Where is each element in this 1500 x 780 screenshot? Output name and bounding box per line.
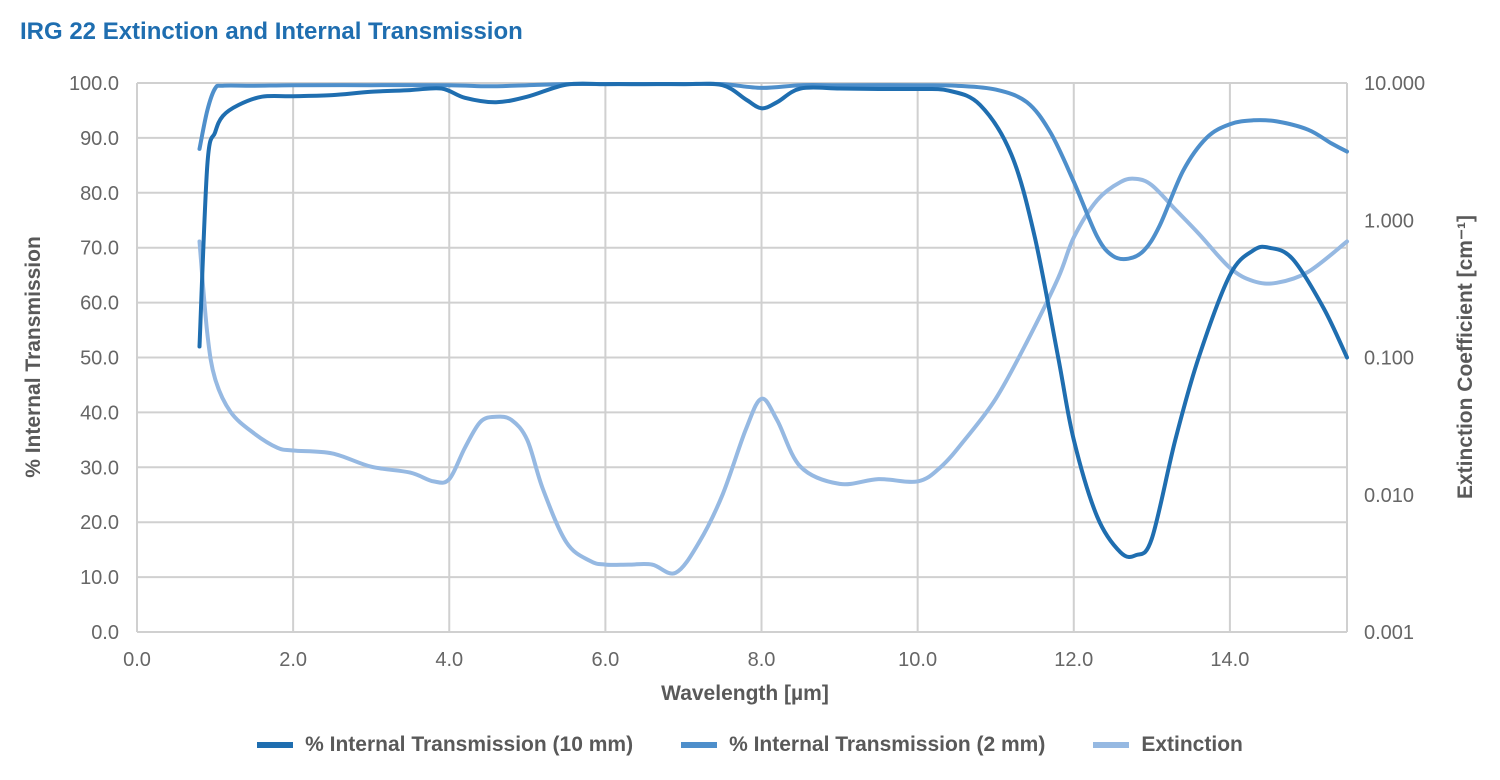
left-y-tick-label: 80.0 [80, 183, 119, 205]
series-lines [197, 81, 1349, 576]
right-y-axis-label: Extinction Coefficient [cm⁻¹] [1454, 215, 1477, 499]
right-y-tick-label: 10.000 [1364, 73, 1425, 95]
left-y-axis-ticks: 0.0 10.0 20.0 30.0 40.0 50.0 60.0 70.0 80.0 90.0 1… [69, 73, 119, 644]
left-y-tick-label: 70.0 [80, 238, 119, 260]
legend: % Internal Transmission (10 mm) % Interna… [0, 733, 1500, 757]
left-y-tick-label: 50.0 [80, 348, 119, 370]
left-y-tick-label: 40.0 [80, 402, 119, 424]
x-tick-label: 14.0 [1210, 649, 1249, 671]
chart-title: IRG 22 Extinction and Internal Transmiss… [20, 18, 523, 45]
legend-item: % Internal Transmission (2 mm) [681, 733, 1045, 757]
right-y-tick-label: 0.100 [1364, 348, 1414, 370]
x-axis-ticks: 0.0 2.0 4.0 6.0 8.0 10.0 12.0 14.0 [123, 649, 1249, 671]
x-tick-label: 2.0 [279, 649, 307, 671]
x-tick-label: 12.0 [1054, 649, 1093, 671]
series-line-internal-transmission-2-mm [197, 81, 1349, 262]
right-y-tick-label: 0.010 [1364, 485, 1414, 507]
left-y-tick-label: 30.0 [80, 457, 119, 479]
legend-swatch [257, 742, 294, 748]
left-y-tick-label: 10.0 [80, 567, 119, 589]
x-axis-label: Wavelength [µm] [661, 682, 829, 705]
left-y-tick-label: 20.0 [80, 512, 119, 534]
x-tick-label: 6.0 [591, 649, 619, 671]
series-line-internal-transmission-10-mm [197, 81, 1349, 560]
legend-label: % Internal Transmission (2 mm) [729, 733, 1046, 756]
x-tick-label: 0.0 [123, 649, 151, 671]
legend-swatch [681, 742, 718, 748]
left-y-tick-label: 60.0 [80, 293, 119, 315]
legend-swatch [1093, 742, 1130, 748]
left-y-tick-label: 90.0 [80, 128, 119, 150]
x-tick-label: 10.0 [898, 649, 937, 671]
left-y-tick-label: 0.0 [91, 622, 119, 644]
legend-label: % Internal Transmission (10 mm) [305, 733, 634, 756]
right-y-axis-ticks: 0.001 0.010 0.100 1.000 10.000 [1364, 73, 1425, 644]
series-line-extinction [197, 176, 1349, 576]
grid [136, 82, 1348, 633]
legend-item: % Internal Transmission (10 mm) [257, 733, 633, 757]
x-tick-label: 4.0 [435, 649, 463, 671]
x-tick-label: 8.0 [748, 649, 776, 671]
left-y-axis-label: % Internal Transmission [22, 236, 45, 478]
right-y-tick-label: 1.000 [1364, 210, 1414, 232]
left-y-tick-label: 100.0 [69, 73, 119, 95]
right-y-tick-label: 0.001 [1364, 622, 1414, 644]
legend-label: Extinction [1141, 733, 1243, 756]
legend-item: Extinction [1093, 733, 1243, 757]
